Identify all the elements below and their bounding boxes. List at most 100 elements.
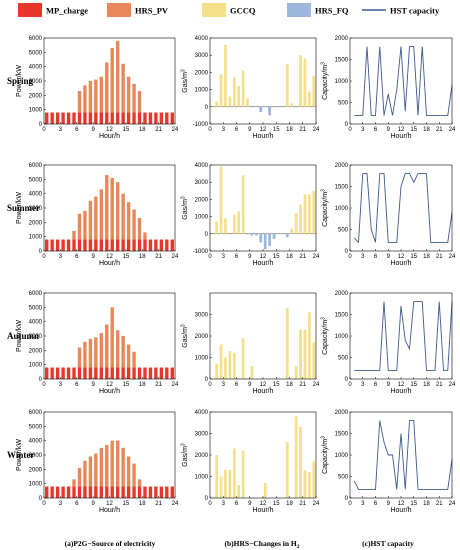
x-axis-label: Hour/h xyxy=(252,388,273,395)
bar-mp-charge xyxy=(72,367,76,379)
bar-mp-charge xyxy=(159,367,164,379)
x-axis-label: Hour/h xyxy=(99,133,120,140)
bar-mp-charge xyxy=(137,486,142,498)
bar-mp-charge xyxy=(121,112,125,124)
y-axis-label: Capacity/m3 xyxy=(321,189,330,227)
x-tick-label: 18 xyxy=(423,127,430,133)
bar-mp-charge xyxy=(165,486,169,498)
x-tick-label: 9 xyxy=(91,254,95,260)
y-tick-label: 3000 xyxy=(29,453,43,459)
bar-hrs-pv xyxy=(77,213,82,240)
x-tick-label: 24 xyxy=(313,127,320,133)
bar-hrs-pv xyxy=(72,230,76,240)
y-tick-label: 1000 xyxy=(195,215,209,221)
legend: MP_charge HRS_PV GCCQ HRS_FQ HST capacity xyxy=(18,3,440,17)
y-axis-label: Power/kW xyxy=(16,320,23,352)
x-tick-label: 9 xyxy=(248,382,252,388)
hst-capacity-line xyxy=(354,301,453,371)
y-tick-label: 0 xyxy=(345,249,349,255)
y-axis-label: Power/kW xyxy=(16,192,23,224)
x-tick-label: 0 xyxy=(42,254,46,260)
bar-hrs-pv xyxy=(121,447,125,487)
bar-hrs-pv xyxy=(99,447,104,487)
y-tick-label: 5000 xyxy=(29,424,43,430)
y-tick-label: 1500 xyxy=(335,185,349,191)
y-tick-label: 0 xyxy=(345,377,349,383)
x-tick-label: 6 xyxy=(374,254,378,260)
x-tick-label: 21 xyxy=(299,127,306,133)
bar-mp-charge xyxy=(50,112,54,124)
x-tick-label: 15 xyxy=(410,382,417,388)
y-tick-label: 3000 xyxy=(195,53,209,59)
bar-mp-charge xyxy=(115,367,120,379)
bar-mp-charge xyxy=(170,112,174,124)
bar-mp-charge xyxy=(148,367,153,379)
bar-mp-charge xyxy=(148,486,153,498)
bar-mp-charge xyxy=(45,486,49,498)
x-tick-label: 24 xyxy=(172,501,179,507)
bar-gccq xyxy=(285,63,289,107)
bar-hrs-pv xyxy=(94,79,98,113)
bar-gccq xyxy=(294,416,298,498)
bar-mp-charge xyxy=(154,486,158,498)
y-tick-label: 3000 xyxy=(195,180,209,186)
bar-gccq xyxy=(228,470,232,498)
x-tick-label: 12 xyxy=(398,382,405,388)
bar-mp-charge xyxy=(126,486,131,498)
season-label: Winter xyxy=(7,450,34,460)
bar-mp-charge xyxy=(55,112,60,124)
bar-gccq xyxy=(224,470,227,498)
y-tick-label: 2000 xyxy=(195,334,209,340)
chart-panel: 0 500 1000 1500 2000 Capacity/m3 0 3 6 9 12 15 18 21 2… xyxy=(321,36,456,140)
y-axis-label: Gas/m3 xyxy=(181,196,190,220)
x-tick-label: 6 xyxy=(75,501,79,507)
x-tick-label: 21 xyxy=(155,501,162,507)
x-tick-label: 15 xyxy=(123,254,130,260)
bar-gccq xyxy=(219,166,223,234)
bar-mp-charge xyxy=(99,112,104,124)
x-tick-label: 0 xyxy=(208,382,212,388)
x-tick-label: 18 xyxy=(286,382,293,388)
x-tick-label: 9 xyxy=(91,501,95,507)
bar-mp-charge xyxy=(77,486,82,498)
bar-mp-charge xyxy=(165,367,169,379)
bar-mp-charge xyxy=(143,367,147,379)
bar-hrs-fq xyxy=(259,233,263,243)
bar-mp-charge xyxy=(61,112,65,124)
bar-gccq xyxy=(237,485,241,498)
y-tick-label: 4000 xyxy=(195,410,209,416)
legend-item: MP_charge xyxy=(18,3,88,17)
bar-mp-charge xyxy=(99,239,104,251)
bar-hrs-pv xyxy=(115,40,120,113)
bar-hrs-pv xyxy=(94,453,98,487)
bar-gccq xyxy=(241,338,245,379)
bar-mp-charge xyxy=(99,486,104,498)
season-label: Autumn xyxy=(7,331,39,341)
bar-hrs-pv xyxy=(121,193,125,240)
x-tick-label: 21 xyxy=(155,127,162,133)
x-tick-label: 3 xyxy=(361,501,365,507)
bar-hrs-fq xyxy=(250,233,254,236)
x-tick-label: 3 xyxy=(59,254,63,260)
x-tick-label: 18 xyxy=(286,501,293,507)
y-axis-label: Gas/m3 xyxy=(181,443,190,467)
bar-mp-charge xyxy=(132,486,136,498)
bar-gccq xyxy=(215,101,218,107)
caption-b: (b)HRS−Changes in H2 xyxy=(225,539,300,550)
legend-item: HRS_PV xyxy=(107,3,169,17)
y-tick-label: 1000 xyxy=(29,235,43,241)
bar-gccq xyxy=(219,74,223,107)
y-tick-label: 6000 xyxy=(29,410,43,416)
x-tick-label: 9 xyxy=(248,254,252,260)
hst-capacity-line xyxy=(354,46,453,116)
y-tick-label: 3000 xyxy=(195,313,209,319)
bar-mp-charge xyxy=(165,239,169,251)
bar-hrs-pv xyxy=(115,182,120,240)
y-tick-label: 1000 xyxy=(195,88,209,94)
bar-gccq xyxy=(290,103,294,107)
y-axis-label: Gas/m3 xyxy=(181,324,190,348)
axes-frame xyxy=(349,164,453,252)
x-tick-label: 18 xyxy=(139,382,146,388)
bar-gccq xyxy=(228,96,232,107)
